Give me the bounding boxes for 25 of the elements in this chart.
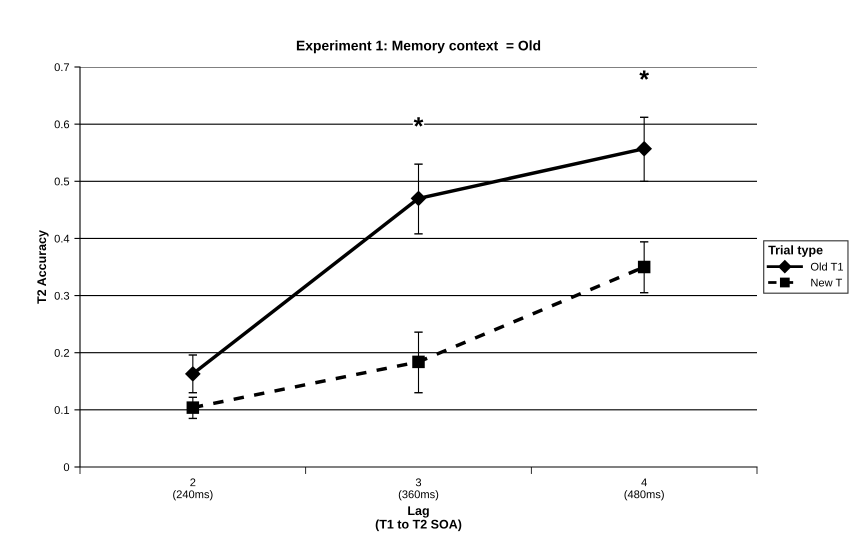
point bbox=[638, 260, 650, 274]
y-tick-label: 0 bbox=[64, 463, 70, 472]
point bbox=[185, 366, 200, 382]
chart-title: Experiment 1: Memory context = Old bbox=[296, 40, 540, 54]
y-tick-label: 0.3 bbox=[54, 292, 70, 300]
y-tick-label: 0.2 bbox=[54, 348, 70, 357]
point bbox=[186, 401, 200, 414]
point bbox=[636, 141, 652, 156]
y-tick-label: 0.7 bbox=[54, 63, 70, 72]
annotation: * bbox=[414, 117, 424, 127]
point bbox=[412, 356, 425, 368]
x-axis-title: Lag (T1 to T2 SOA) bbox=[376, 506, 462, 532]
y-tick-label: 0.5 bbox=[54, 178, 70, 186]
point bbox=[410, 190, 426, 206]
x-tick-label: 2 (240ms) bbox=[173, 478, 213, 500]
legend-label: Old T1 bbox=[810, 262, 843, 271]
y-tick-label: 0.1 bbox=[54, 406, 70, 414]
x-tick-label: 4 (480ms) bbox=[624, 478, 664, 500]
annotation: * bbox=[639, 70, 650, 80]
y-tick-label: 0.6 bbox=[54, 120, 70, 128]
y-tick-label: 0.4 bbox=[54, 234, 70, 243]
legend-title: Trial type bbox=[768, 245, 823, 257]
legend-label: New T bbox=[811, 278, 842, 287]
x-tick-label: 3 (360ms) bbox=[398, 478, 438, 500]
y-axis-title: T2 Accuracy bbox=[37, 230, 49, 304]
